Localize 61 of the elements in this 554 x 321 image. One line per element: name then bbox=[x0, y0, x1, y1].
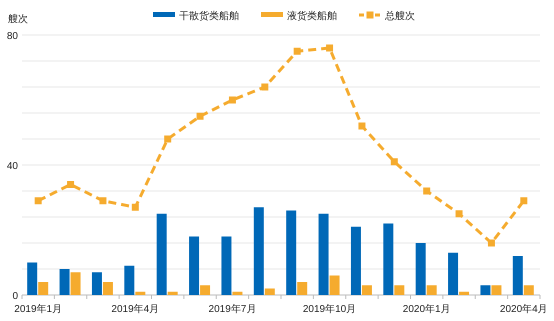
point bbox=[390, 158, 398, 166]
point bbox=[132, 204, 139, 211]
x-tick-label: 2019年1月 bbox=[14, 303, 62, 315]
point bbox=[261, 84, 268, 90]
point bbox=[358, 122, 366, 130]
point bbox=[67, 181, 74, 188]
point bbox=[456, 210, 463, 218]
y-tick-label: 40 bbox=[6, 161, 18, 172]
bar bbox=[60, 269, 70, 295]
bar bbox=[156, 214, 167, 295]
y-axis-title: 艘次 bbox=[8, 13, 28, 25]
point bbox=[423, 188, 430, 194]
bar bbox=[394, 285, 404, 295]
bar bbox=[168, 292, 178, 295]
legend-label: 液货类船舶 bbox=[287, 10, 337, 22]
bar bbox=[232, 292, 242, 295]
bar bbox=[70, 272, 81, 295]
bar bbox=[189, 236, 200, 295]
bar bbox=[383, 224, 394, 295]
bar bbox=[264, 288, 275, 295]
point bbox=[99, 197, 106, 204]
bar bbox=[480, 285, 490, 295]
bar bbox=[38, 282, 48, 295]
bar bbox=[286, 210, 296, 295]
bar bbox=[416, 243, 426, 295]
bar bbox=[124, 266, 134, 295]
y-tick-label: 80 bbox=[6, 31, 18, 42]
bar bbox=[318, 214, 329, 295]
x-tick-label: 2020年4月 bbox=[500, 303, 548, 315]
point bbox=[294, 48, 301, 55]
bar bbox=[297, 282, 308, 295]
bar bbox=[92, 272, 102, 295]
point bbox=[228, 96, 236, 104]
bar bbox=[512, 256, 523, 295]
point bbox=[196, 112, 204, 120]
bar bbox=[27, 262, 38, 295]
legend-label: 总艘次 bbox=[384, 10, 415, 22]
bar bbox=[330, 276, 340, 295]
x-tick-label: 2020年1月 bbox=[402, 303, 451, 315]
x-tick-label: 2019年10月 bbox=[302, 303, 356, 315]
legend-label: 干散货类船舶 bbox=[179, 10, 239, 22]
bar bbox=[524, 285, 534, 295]
x-tick-label: 2019年4月 bbox=[111, 303, 160, 315]
point bbox=[164, 136, 172, 142]
bar bbox=[221, 236, 232, 295]
bar bbox=[426, 285, 437, 295]
point bbox=[520, 197, 528, 204]
bar bbox=[200, 285, 210, 295]
bar bbox=[362, 285, 372, 295]
bar bbox=[491, 285, 502, 295]
point bbox=[488, 240, 495, 246]
bar bbox=[254, 207, 264, 295]
bar bbox=[135, 292, 146, 295]
bar bbox=[102, 282, 113, 295]
y-tick-label: 0 bbox=[12, 291, 18, 302]
point bbox=[34, 197, 42, 204]
x-tick-label: 2019年7月 bbox=[208, 303, 256, 315]
bar bbox=[448, 252, 458, 295]
bar bbox=[459, 292, 470, 295]
point bbox=[326, 44, 334, 52]
bar bbox=[350, 226, 361, 295]
